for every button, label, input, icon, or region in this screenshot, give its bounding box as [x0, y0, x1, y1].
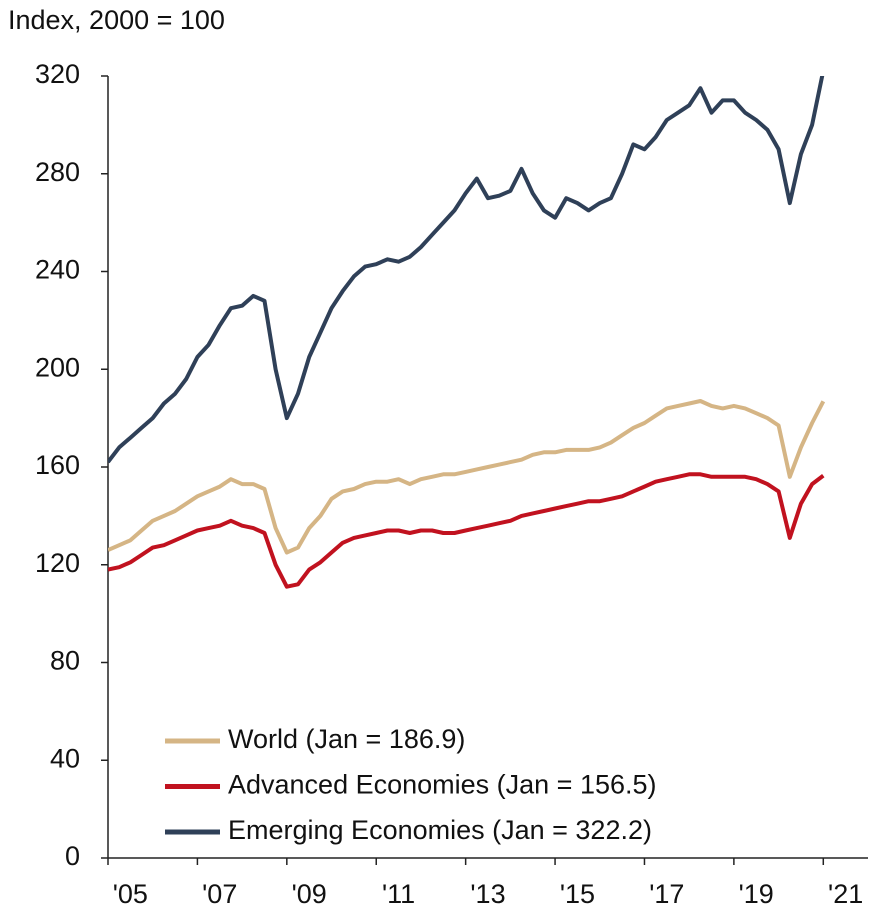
series-line — [108, 76, 825, 464]
x-tick-label: '13 — [470, 879, 505, 909]
series-line — [108, 472, 825, 589]
legend-label: Advanced Economies (Jan = 156.5) — [228, 770, 657, 800]
y-tick-label: 40 — [50, 743, 80, 773]
x-tick-label: '19 — [739, 879, 774, 909]
x-tick-label: '07 — [202, 879, 237, 909]
y-tick-label: 0 — [65, 841, 80, 871]
x-tick-label: '05 — [113, 879, 148, 909]
x-tick-label: '09 — [292, 879, 327, 909]
y-tick-label: 320 — [35, 59, 80, 89]
y-tick-label: 280 — [35, 157, 80, 187]
legend-label: World (Jan = 186.9) — [228, 724, 465, 754]
y-tick-label: 80 — [50, 646, 80, 676]
y-tick-label: 160 — [35, 450, 80, 480]
legend-label: Emerging Economies (Jan = 322.2) — [228, 815, 652, 845]
x-tick-label: '11 — [382, 879, 415, 909]
y-tick-label: 200 — [35, 352, 80, 382]
y-tick-label: 120 — [35, 548, 80, 578]
chart-title: Index, 2000 = 100 — [8, 5, 225, 35]
x-tick-label: '15 — [560, 879, 595, 909]
y-tick-label: 240 — [35, 255, 80, 285]
series-line — [108, 399, 826, 555]
x-tick-label: '17 — [649, 879, 684, 909]
x-tick-label: '21 — [828, 879, 863, 909]
